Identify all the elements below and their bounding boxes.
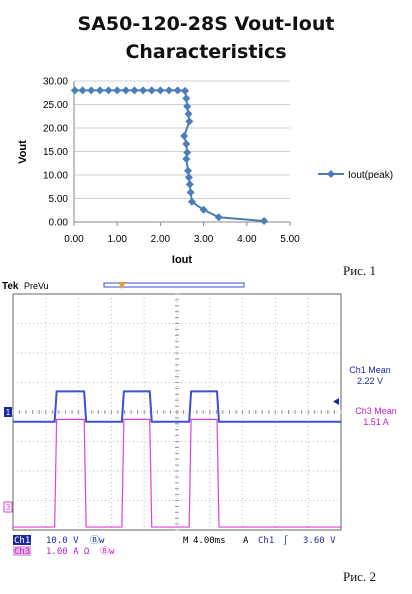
y-tick-label: 5.00 (49, 194, 69, 205)
data-point (95, 86, 104, 95)
timebase-label: M (183, 536, 189, 546)
chart-series (70, 86, 269, 226)
data-point (182, 155, 191, 164)
figure-1-caption: Рис. 1 (343, 263, 376, 278)
ch3-footer-scale: 1.00 A Ω (46, 547, 90, 557)
ch3-level-marker: 3 (3, 501, 13, 513)
legend-marker-swatch (327, 170, 335, 178)
data-point (70, 86, 79, 95)
ch3-bw-icon: Ⓑw (100, 546, 115, 557)
ch3-trace (13, 418, 341, 528)
chart-title-line-1: SA50-120-28S Vout-Iout (77, 13, 335, 35)
ch3-footer-badge (13, 546, 31, 556)
x-tick-label: 0.00 (64, 234, 84, 245)
trigger-mode: A (243, 536, 249, 546)
data-point (87, 86, 96, 95)
data-point (113, 86, 122, 95)
trigger-channel-box (256, 535, 276, 545)
ch3-mean-value: 1.51 A (363, 417, 389, 427)
scope-graticule (12, 293, 342, 531)
ch1-footer-badge (13, 535, 31, 545)
ch1-bw-icon: Ⓑw (90, 535, 105, 546)
x-tick-label: 2.00 (151, 234, 171, 245)
trigger-slope-icon: ∫ (283, 535, 288, 546)
ch1-footer-scale: 10.0 V (46, 536, 79, 546)
ch3-mean-label: Ch3 Mean (355, 406, 397, 416)
data-point (147, 86, 156, 95)
trigger-channel: Ch1 (258, 536, 274, 546)
legend-label: Iout(peak) (348, 170, 393, 181)
svg-text:3: 3 (6, 503, 11, 512)
data-point (181, 86, 190, 95)
chart-axes (73, 81, 291, 226)
data-point (184, 109, 193, 118)
data-point (185, 180, 194, 189)
record-position-bar (103, 282, 245, 288)
vout-iout-chart: 0.00 5.00 10.00 15.00 20.00 25.00 30.00 0.00 1.0… (17, 77, 393, 267)
x-tick-label: 4.00 (237, 234, 257, 245)
data-point (184, 173, 193, 182)
y-tick-label: 15.00 (43, 147, 68, 158)
data-point (180, 131, 189, 140)
data-point (78, 86, 87, 95)
x-axis-label: Iout (172, 254, 192, 266)
ch3-footer-name: Ch3 (14, 547, 30, 557)
scope-brand: Tek (2, 281, 19, 292)
data-point (156, 86, 165, 95)
data-point (121, 86, 130, 95)
ch1-trace (13, 390, 341, 423)
data-point (130, 86, 139, 95)
data-point (199, 205, 208, 214)
x-tick-label: 3.00 (194, 234, 214, 245)
data-point (260, 217, 269, 226)
data-point (186, 188, 195, 197)
ch1-footer-name: Ch1 (14, 536, 30, 546)
trigger-position-icon (118, 282, 126, 289)
y-axis-label: Vout (17, 140, 29, 164)
data-point (187, 197, 196, 206)
data-point (214, 213, 223, 222)
y-tick-label: 25.00 (43, 100, 68, 111)
data-point (184, 166, 193, 175)
chart-title-line-2: Characteristics (125, 41, 287, 63)
data-point (173, 86, 182, 95)
y-tick-label: 0.00 (49, 218, 69, 229)
ch1-mean-label: Ch1 Mean (349, 365, 391, 375)
scope-mode: PreVu (24, 281, 49, 291)
x-tick-label: 5.00 (280, 234, 300, 245)
figure-2-caption: Рис. 2 (343, 569, 376, 584)
data-point (183, 102, 192, 111)
trigger-level-arrow-icon (333, 398, 339, 405)
x-tick-label: 1.00 (107, 234, 127, 245)
trigger-level: 3.60 V (303, 536, 336, 546)
data-point (183, 148, 192, 157)
scope-traces (13, 390, 341, 528)
oscilloscope-screen: Tek PreVu T 1 3 Ch1 Mean 2.22 V Ch3 Mean… (2, 281, 397, 557)
data-point (104, 86, 113, 95)
y-tick-label: 20.00 (43, 124, 68, 135)
data-point (139, 86, 148, 95)
svg-text:1: 1 (6, 408, 11, 417)
chart-tick-labels: 0.00 5.00 10.00 15.00 20.00 25.00 30.00 0.00 1.0… (43, 77, 300, 246)
ch1-level-marker: 1 (4, 407, 12, 417)
data-point (182, 139, 191, 148)
data-point (165, 86, 174, 95)
timebase-value: 4.00ms (193, 536, 226, 546)
y-tick-label: 10.00 (43, 171, 68, 182)
series-line (74, 89, 265, 223)
data-point (182, 94, 191, 103)
ch1-mean-value: 2.22 V (357, 376, 383, 386)
chart-legend: Iout(peak) (318, 170, 393, 181)
chart-gridlines (74, 80, 290, 199)
y-tick-label: 30.00 (43, 77, 68, 88)
data-point (185, 117, 194, 126)
